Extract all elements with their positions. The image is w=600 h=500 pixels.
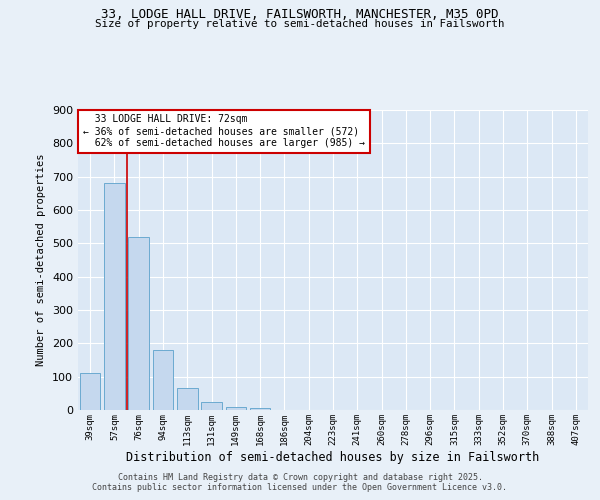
X-axis label: Distribution of semi-detached houses by size in Failsworth: Distribution of semi-detached houses by … (127, 450, 539, 464)
Bar (250, 408, 271, 410)
Text: 33, LODGE HALL DRIVE, FAILSWORTH, MANCHESTER, M35 0PD: 33, LODGE HALL DRIVE, FAILSWORTH, MANCHE… (101, 8, 499, 20)
Y-axis label: Number of semi-detached properties: Number of semi-detached properties (37, 154, 46, 366)
Text: Size of property relative to semi-detached houses in Failsworth: Size of property relative to semi-detach… (95, 19, 505, 29)
Bar (128, 236, 149, 410)
Bar (201, 402, 222, 410)
Bar (177, 388, 197, 410)
Text: 33 LODGE HALL DRIVE: 72sqm
← 36% of semi-detached houses are smaller (572)
  62%: 33 LODGE HALL DRIVE: 72sqm ← 36% of semi… (83, 114, 365, 148)
Bar (104, 184, 125, 410)
Text: Contains HM Land Registry data © Crown copyright and database right 2025.: Contains HM Land Registry data © Crown c… (118, 474, 482, 482)
Text: Contains public sector information licensed under the Open Government Licence v3: Contains public sector information licen… (92, 483, 508, 492)
Bar (226, 406, 246, 410)
Bar (152, 350, 173, 410)
Bar (80, 374, 100, 410)
